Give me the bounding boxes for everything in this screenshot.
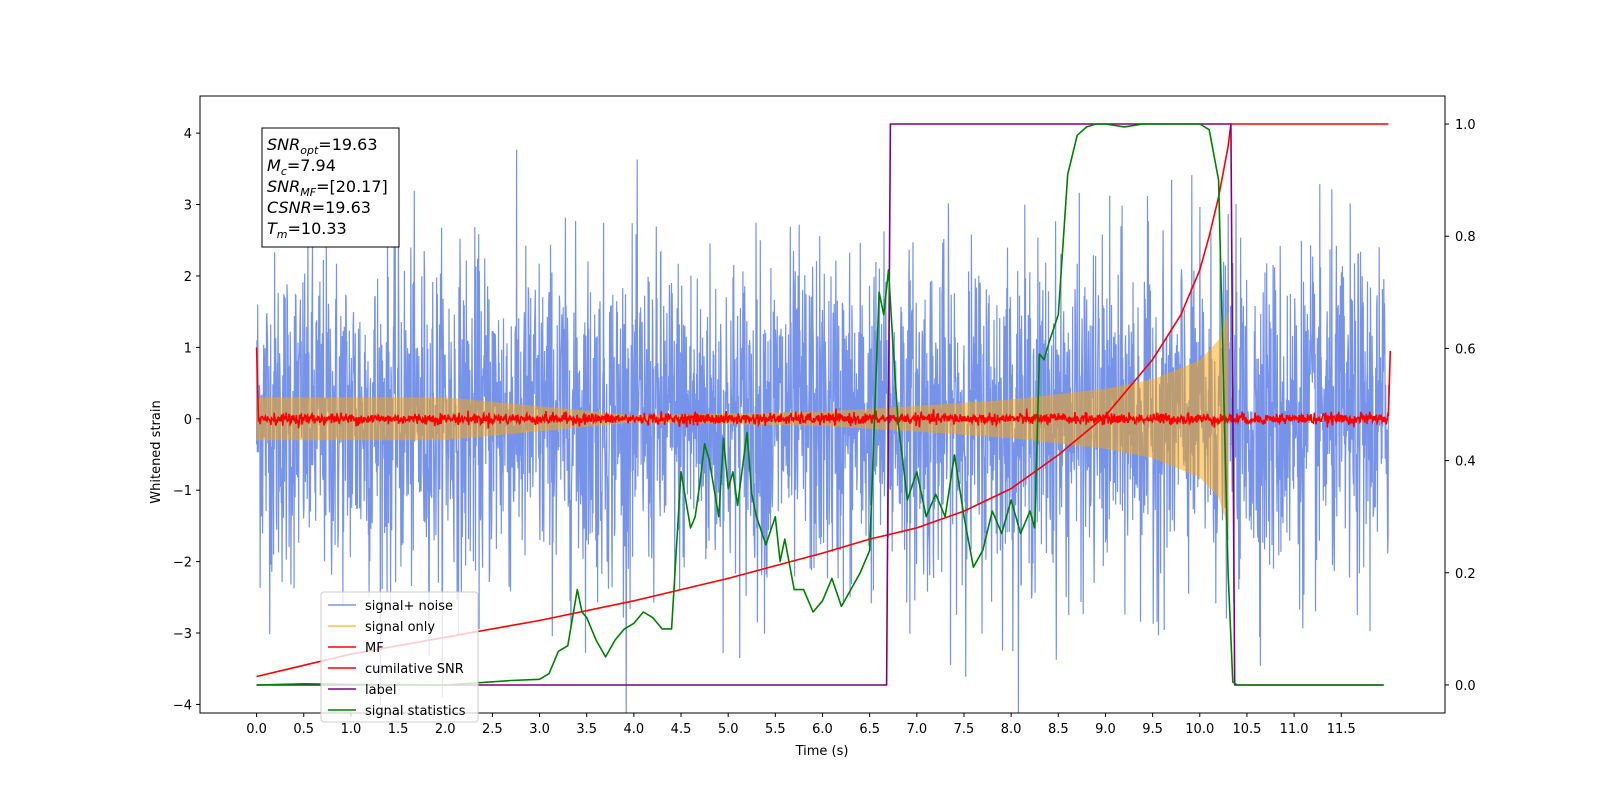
info-symbol: T [267,219,278,238]
series-mf [255,347,1392,429]
x-tick-label: 5.0 [718,722,739,737]
y2-tick-label: 0.2 [1455,567,1476,582]
y-tick-label: 3 [184,199,192,214]
x-tick-label: 6.0 [812,722,833,737]
info-box: SNRopt=19.63Mc=7.94SNRMF=[20.17]CSNR=19.… [261,127,400,248]
legend-label: label [365,683,396,698]
info-line: Mc=7.94 [267,156,336,178]
x-tick-label: 8.5 [1048,722,1069,737]
info-line: SNRopt=19.63 [267,135,378,157]
info-subscript: m [277,228,288,241]
y2-tick-label: 1.0 [1455,118,1476,133]
x-tick-label: 9.5 [1142,722,1163,737]
info-box-frame [261,127,400,248]
legend-label: signal statistics [365,704,466,719]
x-tick-label: 10.5 [1232,722,1261,737]
legend-label: MF [365,641,384,656]
series-layer [255,123,1392,713]
x-tick-label: 4.0 [624,722,645,737]
info-value: =19.63 [318,135,377,154]
y-tick-label: 0 [184,413,192,428]
y-axis-left: −4 −3 −2 −1 0 1 2 3 4 [173,127,200,713]
x-tick-label: 2.0 [435,722,456,737]
x-tick-label: 10.0 [1185,722,1214,737]
x-tick-label: 8.0 [1001,722,1022,737]
y2-tick-label: 0.6 [1455,342,1476,357]
x-tick-label: 11.0 [1280,722,1309,737]
series-signal-only [256,312,1229,526]
y2-tick-label: 0.4 [1455,455,1476,470]
y-tick-label: −1 [173,484,192,499]
legend: signal+ noise signal only MF cumilative SNR… [320,591,479,723]
x-tick-label: 3.0 [529,722,550,737]
series-signal-statistics [256,123,1384,686]
y-tick-label: −3 [173,627,192,642]
info-value: =7.94 [287,156,336,175]
x-tick-label: 4.5 [671,722,692,737]
legend-label: signal only [365,620,435,635]
y2-tick-label: 0.8 [1455,230,1476,245]
info-subscript: MF [300,186,316,199]
x-tick-label: 2.5 [482,722,503,737]
x-tick-label: 11.5 [1327,722,1356,737]
info-value: =10.33 [288,219,347,238]
x-tick-label: 3.5 [576,722,597,737]
x-tick-label: 1.5 [388,722,409,737]
y2-tick-label: 0.0 [1455,679,1476,694]
series-cumulative-snr [256,123,1389,678]
info-value: =[20.17] [316,177,388,196]
x-tick-label: 9.0 [1095,722,1116,737]
info-subscript: c [281,165,287,178]
y-tick-label: 4 [184,127,192,142]
legend-label: signal+ noise [365,599,453,614]
x-tick-label: 6.5 [859,722,880,737]
x-tick-label: 7.5 [954,722,975,737]
legend-label: cumilative SNR [365,662,464,677]
info-symbol: CSNR [267,198,312,217]
x-axis-label: Time (s) [795,744,849,759]
y-axis-right: 0.0 0.2 0.4 0.6 0.8 1.0 [1445,118,1476,694]
x-axis: 0.0 0.5 1.0 1.5 2.0 2.5 3.0 3.5 4.0 4.5 5.0 5.5 6.0 6… [246,713,1356,737]
x-tick-label: 1.0 [341,722,362,737]
y-tick-label: 2 [184,270,192,285]
x-tick-label: 0.0 [246,722,267,737]
info-value: =19.63 [312,198,371,217]
info-line: SNRMF=[20.17] [267,177,388,199]
info-symbol: SNR [267,177,300,196]
y-tick-label: −2 [173,556,192,571]
info-symbol: SNR [267,135,300,154]
x-tick-label: 7.0 [906,722,927,737]
y-tick-label: 1 [184,341,192,356]
y-axis-label: Whitened strain [149,400,164,503]
info-line: Tm=10.33 [267,219,347,241]
x-tick-label: 0.5 [293,722,314,737]
info-symbol: M [267,156,281,175]
legend-frame [320,591,479,723]
x-tick-label: 5.5 [765,722,786,737]
y-tick-label: −4 [173,698,192,713]
info-line: CSNR=19.63 [267,198,371,217]
info-subscript: opt [300,144,319,157]
